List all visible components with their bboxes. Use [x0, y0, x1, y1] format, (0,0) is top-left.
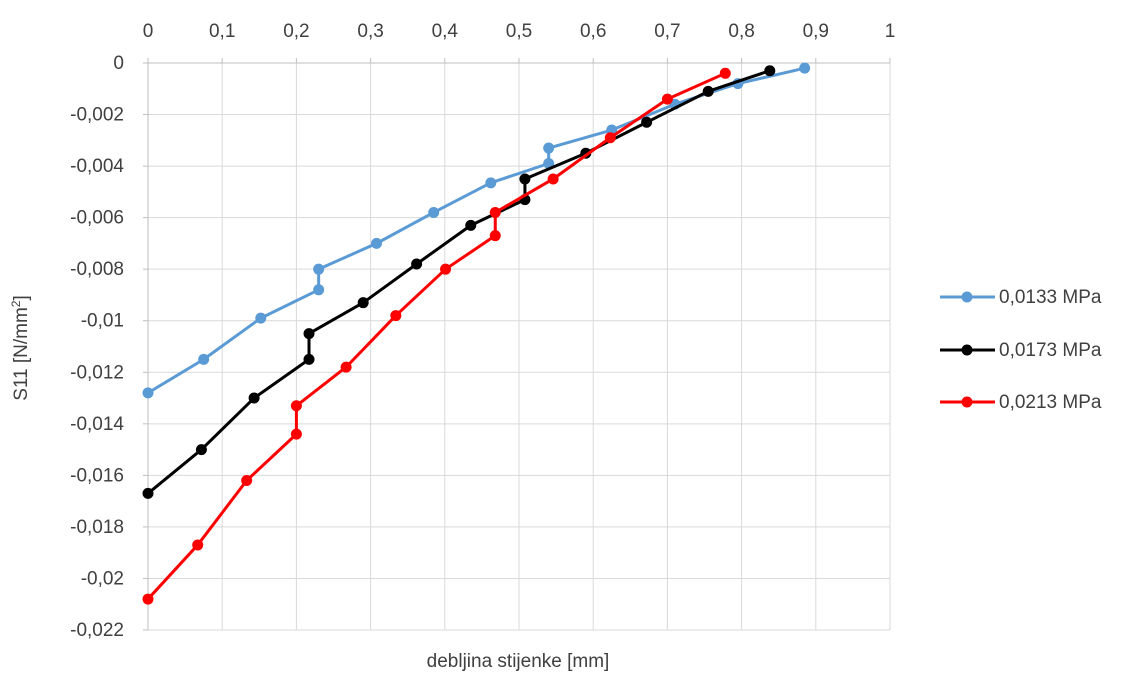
data-point: [719, 67, 731, 79]
y-tick-label: -0,002: [70, 105, 124, 126]
y-tick-label: -0,018: [70, 517, 124, 538]
data-point: [142, 387, 154, 399]
data-point: [198, 353, 210, 365]
data-point: [357, 297, 369, 309]
data-point: [303, 353, 315, 365]
legend-label: 0,0213 MPa: [999, 392, 1102, 413]
x-tick-label: 0,3: [357, 21, 383, 42]
data-point: [489, 230, 501, 242]
data-point: [764, 65, 776, 77]
data-point: [799, 62, 811, 74]
x-tick-label: 0,6: [580, 21, 606, 42]
data-point: [465, 219, 477, 231]
y-axis-title-superscript: 2: [9, 300, 23, 307]
legend: 0,0133 MPa 0,0173 MPa 0,0213 MPa: [940, 287, 1102, 413]
axes: [143, 58, 891, 631]
x-axis-title: debljina stijenke [mm]: [427, 651, 610, 672]
data-point: [661, 93, 673, 105]
data-point: [142, 487, 154, 499]
x-tick-label: 0,2: [283, 21, 309, 42]
y-tick-label: -0,02: [81, 568, 124, 589]
y-tick-label: -0,008: [70, 259, 124, 280]
legend-label: 0,0133 MPa: [999, 287, 1102, 308]
x-tick-label: 0,5: [506, 21, 532, 42]
x-tick-label: 0,4: [432, 21, 459, 42]
data-point: [142, 593, 154, 605]
data-point: [340, 361, 352, 373]
data-point: [485, 177, 497, 189]
data-point: [313, 284, 325, 296]
y-tick-label: -0,006: [70, 208, 124, 229]
x-tick-label: 0,9: [803, 21, 829, 42]
data-point: [290, 428, 302, 440]
series-line: [146, 66, 807, 395]
data-point: [547, 173, 559, 185]
data-point: [604, 132, 616, 144]
data-point: [390, 310, 402, 322]
data-point: [702, 85, 714, 97]
x-tick-label: 0,8: [728, 21, 754, 42]
x-tick-label: 0,7: [654, 21, 680, 42]
y-axis-title-end: ]: [11, 295, 32, 300]
legend-marker: [961, 396, 973, 408]
data-point: [440, 263, 452, 275]
series-3: [142, 67, 731, 605]
gridlines: [148, 63, 891, 631]
data-point: [519, 173, 531, 185]
x-tick-label: 0,1: [209, 21, 235, 42]
y-tick-label: 0: [113, 53, 124, 74]
y-tick-label: -0,012: [70, 362, 124, 383]
legend-label: 0,0173 MPa: [999, 340, 1102, 361]
y-tick-label: -0,016: [70, 465, 124, 486]
data-point: [192, 539, 204, 551]
y-tick-label: -0,022: [70, 620, 124, 641]
series-line: [146, 71, 727, 601]
series-group: [142, 62, 811, 605]
series-1: [142, 62, 811, 399]
data-point: [241, 475, 253, 487]
data-point: [641, 116, 653, 128]
data-point: [428, 206, 440, 218]
series-line: [146, 69, 772, 495]
y-tick-label: -0,014: [70, 414, 124, 435]
data-point: [371, 237, 383, 249]
y-axis-title: S11 [N/mm2]: [9, 295, 32, 401]
tick-labels: 0 0,1 0,2 0,3 0,4 0,5 0,6 0,7 0,8 0,9 1 0 -0,002 -0,0…: [70, 21, 895, 641]
series-2: [142, 65, 776, 499]
data-point: [489, 206, 501, 218]
legend-entry: 0,0133 MPa: [940, 287, 1102, 308]
data-point: [248, 392, 260, 404]
legend-marker: [961, 291, 973, 303]
data-point: [313, 263, 325, 275]
x-tick-label: 0: [143, 21, 154, 42]
data-point: [255, 312, 267, 324]
x-tick-label: 1: [885, 21, 896, 42]
legend-entry: 0,0213 MPa: [940, 392, 1102, 413]
data-point: [195, 444, 207, 456]
data-point: [411, 258, 423, 270]
legend-marker: [961, 344, 973, 356]
data-point: [543, 142, 555, 154]
data-point: [303, 328, 315, 340]
legend-entry: 0,0173 MPa: [940, 340, 1102, 361]
y-axis-title-base: S11 [N/mm: [11, 307, 32, 401]
data-point: [290, 400, 302, 412]
y-tick-label: -0,01: [81, 311, 124, 332]
y-tick-label: -0,004: [70, 156, 124, 177]
